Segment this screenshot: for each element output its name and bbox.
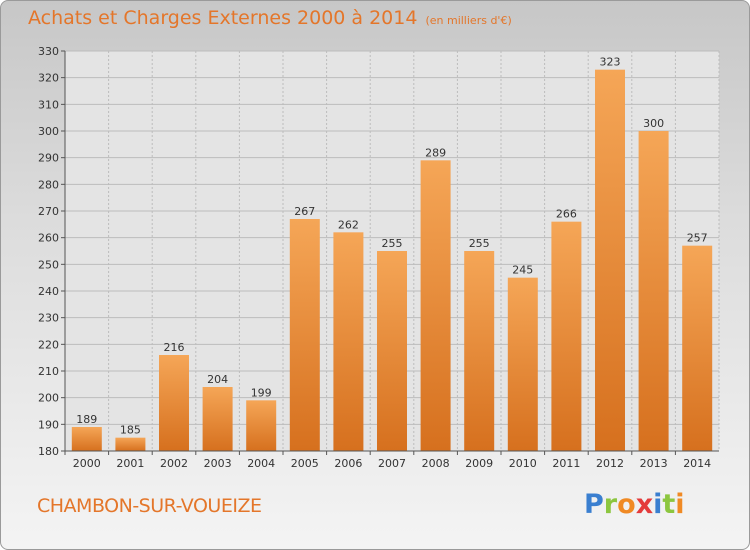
bar-2007 bbox=[377, 251, 407, 451]
y-tick-label: 300 bbox=[38, 125, 59, 138]
bar-2010 bbox=[507, 277, 538, 451]
x-tick-label-2007: 2007 bbox=[378, 457, 406, 470]
bar-2002 bbox=[159, 355, 189, 451]
value-label-2006: 262 bbox=[338, 218, 359, 231]
value-label-2014: 257 bbox=[687, 232, 708, 245]
value-label-2007: 255 bbox=[382, 237, 403, 250]
bar-2005 bbox=[289, 219, 320, 451]
value-label-2008: 289 bbox=[425, 146, 446, 159]
value-label-2011: 266 bbox=[556, 208, 577, 221]
y-tick-label: 250 bbox=[38, 258, 59, 271]
y-tick-label: 180 bbox=[38, 445, 59, 458]
x-tick-label-2012: 2012 bbox=[596, 457, 624, 470]
value-label-2010: 245 bbox=[512, 264, 533, 277]
x-tick-label-2009: 2009 bbox=[465, 457, 493, 470]
value-label-2003: 204 bbox=[207, 373, 228, 386]
value-label-2001: 185 bbox=[120, 424, 141, 437]
logo-letter: P bbox=[584, 489, 604, 520]
x-tick-label-2006: 2006 bbox=[334, 457, 362, 470]
logo-letter: x bbox=[635, 489, 654, 520]
bar-2001 bbox=[115, 437, 146, 451]
y-tick-label: 210 bbox=[38, 365, 59, 378]
x-tick-label-2002: 2002 bbox=[160, 457, 188, 470]
bar-layer: 189 185 216 204 199 267 262 255 289 255 245 266 323 3… bbox=[71, 56, 713, 452]
x-tick-label-2014: 2014 bbox=[683, 457, 711, 470]
logo-letter: i bbox=[675, 489, 685, 520]
y-tick-label: 310 bbox=[38, 98, 59, 111]
y-tick-label: 270 bbox=[38, 205, 59, 218]
y-tick-label: 230 bbox=[38, 312, 59, 325]
y-tick-label: 330 bbox=[38, 45, 59, 58]
proxiti-logo: Proxiti bbox=[584, 489, 685, 520]
x-tick-label-2013: 2013 bbox=[640, 457, 668, 470]
title-unit: (en milliers d'€) bbox=[425, 14, 512, 27]
x-tick-label-2005: 2005 bbox=[291, 457, 319, 470]
value-label-2002: 216 bbox=[164, 341, 185, 354]
bar-2006 bbox=[333, 232, 364, 451]
bar-2000 bbox=[71, 427, 102, 451]
x-tick-label-2004: 2004 bbox=[247, 457, 275, 470]
x-tick-label-2011: 2011 bbox=[552, 457, 580, 470]
bar-2011 bbox=[551, 221, 582, 451]
bar-2003 bbox=[202, 387, 233, 451]
bar-2009 bbox=[464, 251, 495, 451]
logo-letter: r bbox=[603, 489, 618, 520]
x-tick-label-2010: 2010 bbox=[509, 457, 537, 470]
x-tick-label-2000: 2000 bbox=[73, 457, 101, 470]
y-tick-label: 260 bbox=[38, 232, 59, 245]
y-tick-label: 320 bbox=[38, 72, 59, 85]
y-tick-label: 200 bbox=[38, 392, 59, 405]
x-tick-label-2008: 2008 bbox=[422, 457, 450, 470]
value-label-2009: 255 bbox=[469, 237, 490, 250]
bar-2012 bbox=[595, 69, 625, 452]
value-label-2012: 323 bbox=[600, 56, 621, 69]
bar-2013 bbox=[638, 131, 669, 451]
logo-letter: o bbox=[617, 489, 636, 520]
x-tick-label-2003: 2003 bbox=[204, 457, 232, 470]
logo-letter: t bbox=[662, 489, 676, 520]
title-text: Achats et Charges Externes 2000 à 2014 bbox=[28, 7, 418, 29]
y-tick-label: 290 bbox=[38, 152, 59, 165]
logo-letter: i bbox=[653, 489, 663, 520]
y-tick-label: 190 bbox=[38, 418, 59, 431]
chart-title: Achats et Charges Externes 2000 à 2014 (e… bbox=[28, 7, 512, 29]
bar-2014 bbox=[682, 245, 713, 451]
value-label-2013: 300 bbox=[643, 117, 664, 130]
y-tick-label: 280 bbox=[38, 178, 59, 191]
bar-2008 bbox=[420, 160, 451, 452]
bar-2004 bbox=[246, 400, 277, 451]
x-tick-label-2001: 2001 bbox=[116, 457, 144, 470]
value-label-2000: 189 bbox=[76, 413, 97, 426]
value-label-2005: 267 bbox=[294, 205, 315, 218]
value-label-2004: 199 bbox=[251, 386, 272, 399]
y-tick-label: 240 bbox=[38, 285, 59, 298]
y-tick-label: 220 bbox=[38, 338, 59, 351]
city-name: CHAMBON-SUR-VOUEIZE bbox=[37, 495, 262, 517]
axis-layer: 180 190 200 210 220 230 240 250 260 270 280 290 300 3… bbox=[38, 45, 719, 470]
